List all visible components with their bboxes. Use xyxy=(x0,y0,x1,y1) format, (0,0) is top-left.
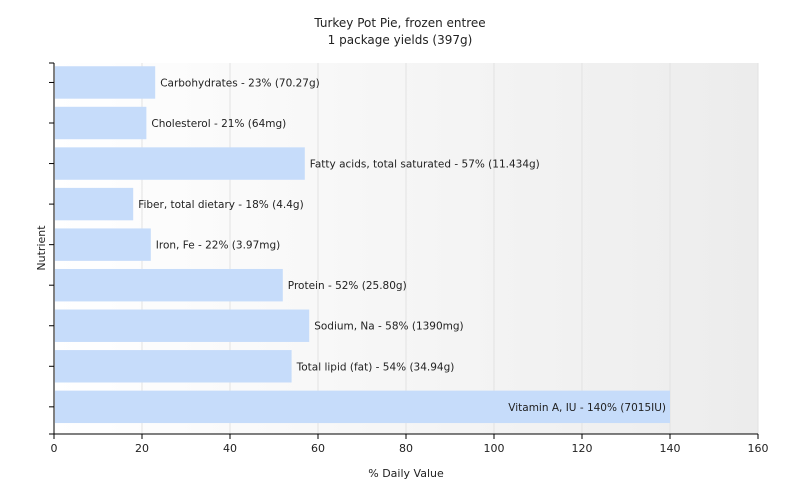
bars: Carbohydrates - 23% (70.27g) Cholesterol … xyxy=(55,66,670,424)
bar-label: Vitamin A, IU - 140% (7015IU) xyxy=(508,402,666,414)
x-axis-label: % Daily Value xyxy=(368,467,444,480)
bar xyxy=(55,187,134,221)
x-tick-label: 60 xyxy=(311,442,325,455)
bar xyxy=(55,66,156,99)
y-axis-label: Nutrient xyxy=(35,225,48,271)
bar-label: Fatty acids, total saturated - 57% (11.4… xyxy=(310,159,540,171)
bar-label: Total lipid (fat) - 54% (34.94g) xyxy=(296,361,455,373)
bar-label: Protein - 52% (25.80g) xyxy=(288,280,407,292)
chart-title: Turkey Pot Pie, frozen entree xyxy=(313,16,485,30)
bar-label: Cholesterol - 21% (64mg) xyxy=(151,118,286,130)
bar-label: Sodium, Na - 58% (1390mg) xyxy=(314,321,463,333)
bar xyxy=(55,228,151,261)
bar xyxy=(55,350,292,383)
x-tick-label: 20 xyxy=(135,442,149,455)
bar xyxy=(55,390,670,424)
x-tick-label: 160 xyxy=(748,442,769,455)
bar xyxy=(55,268,283,302)
x-tick-label: 140 xyxy=(660,442,681,455)
bar-label: Fiber, total dietary - 18% (4.4g) xyxy=(138,199,303,211)
x-tick-label: 120 xyxy=(572,442,593,455)
chart-subtitle: 1 package yields (397g) xyxy=(328,33,473,47)
bar-label: Carbohydrates - 23% (70.27g) xyxy=(160,77,320,89)
bar-label: Iron, Fe - 22% (3.97mg) xyxy=(156,240,280,252)
axes: 0 20 40 60 80 100 120 140 160 xyxy=(49,62,769,455)
x-tick-label: 100 xyxy=(484,442,505,455)
x-tick-label: 40 xyxy=(223,442,237,455)
bar xyxy=(55,147,305,180)
x-tick-label: 80 xyxy=(399,442,413,455)
x-tick-label: 0 xyxy=(51,442,58,455)
bar xyxy=(55,106,147,140)
bar xyxy=(55,309,310,342)
